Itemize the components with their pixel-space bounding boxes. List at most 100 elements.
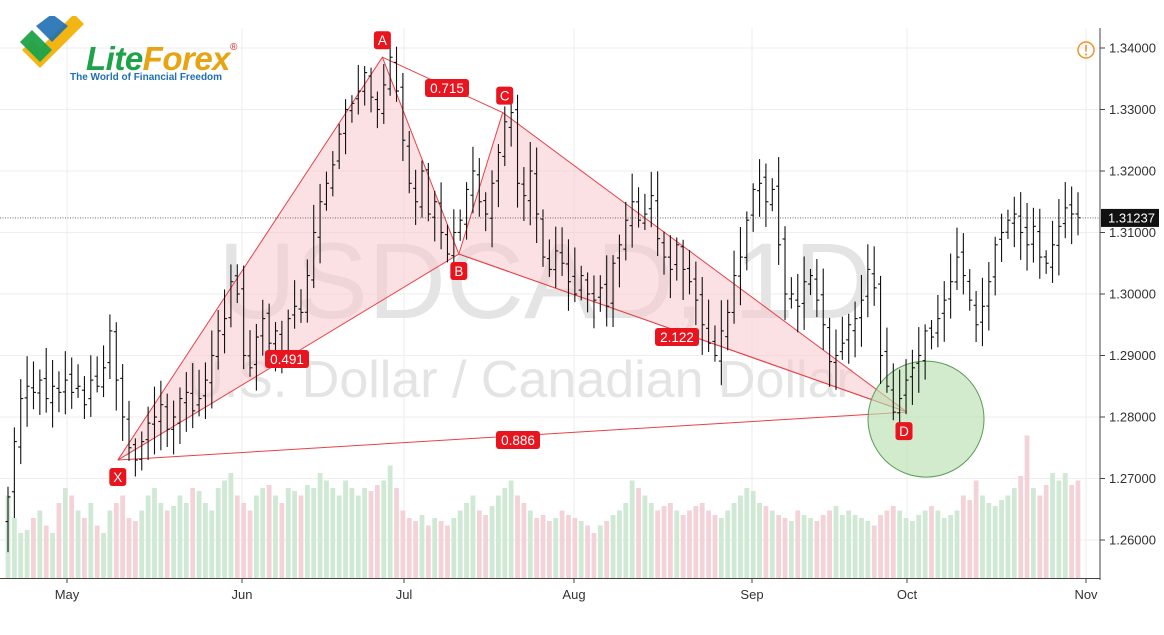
ohlc-bar [177, 387, 183, 444]
ratio-label-0-491: 0.491 [265, 350, 309, 368]
ohlc-bar [202, 362, 208, 420]
ohlc-bar [655, 171, 661, 257]
volume-bar [922, 510, 928, 578]
volume-bar [1018, 476, 1024, 578]
svg-text:X: X [113, 470, 122, 485]
ohlc-bar [642, 193, 648, 231]
volume-bar [929, 506, 934, 578]
ohlc-bar [960, 233, 966, 295]
y-tick-label: 1.34000 [1109, 41, 1156, 56]
point-label-x: X [109, 468, 127, 487]
ohlc-bar [94, 356, 100, 393]
ohlc-bar [954, 227, 960, 290]
ohlc-bar [483, 192, 489, 232]
volume-bar [476, 510, 482, 578]
ohlc-bar [527, 142, 533, 226]
volume-bar [808, 518, 813, 578]
volume-bar [126, 518, 132, 578]
ohlc-bar [814, 258, 820, 318]
ohlc-bar [699, 277, 705, 355]
ohlc-bar [432, 190, 438, 242]
volume-bar [884, 510, 890, 578]
volume-bar [680, 515, 686, 578]
volume-bar [24, 530, 30, 578]
ohlc-bar [521, 167, 527, 221]
svg-text:A: A [378, 33, 387, 48]
point-label-d: D [895, 422, 913, 441]
volume-bar [859, 518, 864, 578]
liteforex-logo: LiteForex ® The World of Financial Freed… [18, 16, 248, 88]
volume-bar [1062, 473, 1068, 578]
ohlc-bar [725, 299, 731, 351]
ohlc-bar [222, 289, 228, 354]
y-tick-label: 1.27000 [1109, 471, 1156, 486]
ohlc-bar [1069, 186, 1075, 245]
ohlc-bar [209, 330, 215, 409]
ratio-label-0-886: 0.886 [496, 431, 540, 449]
volume-bar [597, 525, 603, 578]
volume-bar [648, 503, 654, 578]
ohlc-bar [890, 363, 896, 421]
alert-circle-icon[interactable] [1077, 41, 1095, 59]
volume-bar [1037, 495, 1043, 578]
volume-bar [667, 503, 673, 578]
ohlc-bar [381, 64, 387, 124]
volume-bar [56, 503, 62, 578]
ohlc-bar [922, 324, 928, 380]
ohlc-bar [183, 372, 189, 432]
ohlc-bar [330, 151, 336, 197]
volume-bar [94, 525, 100, 578]
ohlc-bar [298, 289, 304, 323]
ohlc-bar [406, 130, 412, 194]
volume-bar [718, 518, 724, 578]
ohlc-bar [56, 371, 62, 413]
ohlc-bar [394, 46, 400, 102]
ohlc-bar [553, 226, 559, 288]
volume-bar [203, 503, 208, 578]
volume-bar [610, 515, 616, 578]
volume-bar [1069, 485, 1075, 578]
ohlc-bar [591, 275, 597, 329]
volume-bar [1056, 480, 1062, 578]
volume-bar [171, 506, 176, 578]
volume-bar [508, 480, 514, 578]
volume-bar [954, 510, 960, 578]
ohlc-bar [196, 369, 202, 417]
volume-bar [540, 515, 546, 578]
volume-bar [515, 495, 520, 578]
svg-text:0.886: 0.886 [501, 433, 535, 448]
volume-bar [349, 488, 355, 578]
volume-bar [62, 488, 68, 578]
volume-bar [553, 518, 559, 578]
volume-bar [406, 518, 412, 578]
volume-bar [145, 495, 151, 578]
ohlc-bar [362, 66, 368, 106]
svg-text:0.715: 0.715 [430, 81, 464, 96]
ohlc-bar [852, 301, 858, 358]
ohlc-bar [992, 236, 998, 296]
ohlc-bar [317, 183, 323, 264]
volume-bar [470, 495, 476, 578]
ohlc-bar [1062, 182, 1068, 239]
volume-bar [948, 515, 954, 578]
ohlc-bar [839, 316, 845, 360]
ohlc-bar [120, 364, 126, 441]
volume-bar [304, 485, 310, 578]
volume-bar [425, 525, 431, 578]
volume-bar [871, 525, 877, 578]
volume-bar [496, 495, 501, 578]
volume-bar [731, 503, 737, 578]
ohlc-bar [228, 264, 234, 328]
ohlc-bars [5, 45, 1081, 553]
volume-bar [43, 525, 49, 578]
svg-text:1.31237: 1.31237 [1108, 210, 1155, 225]
volume-bar [88, 503, 94, 578]
ohlc-bar [858, 274, 864, 347]
ohlc-bar [190, 363, 196, 429]
volume-bar [241, 503, 247, 578]
volume-bar [228, 473, 234, 578]
ohlc-bar [343, 99, 349, 155]
ohlc-bar [387, 45, 393, 96]
ohlc-bar [81, 376, 87, 419]
ohlc-bar [241, 265, 247, 370]
